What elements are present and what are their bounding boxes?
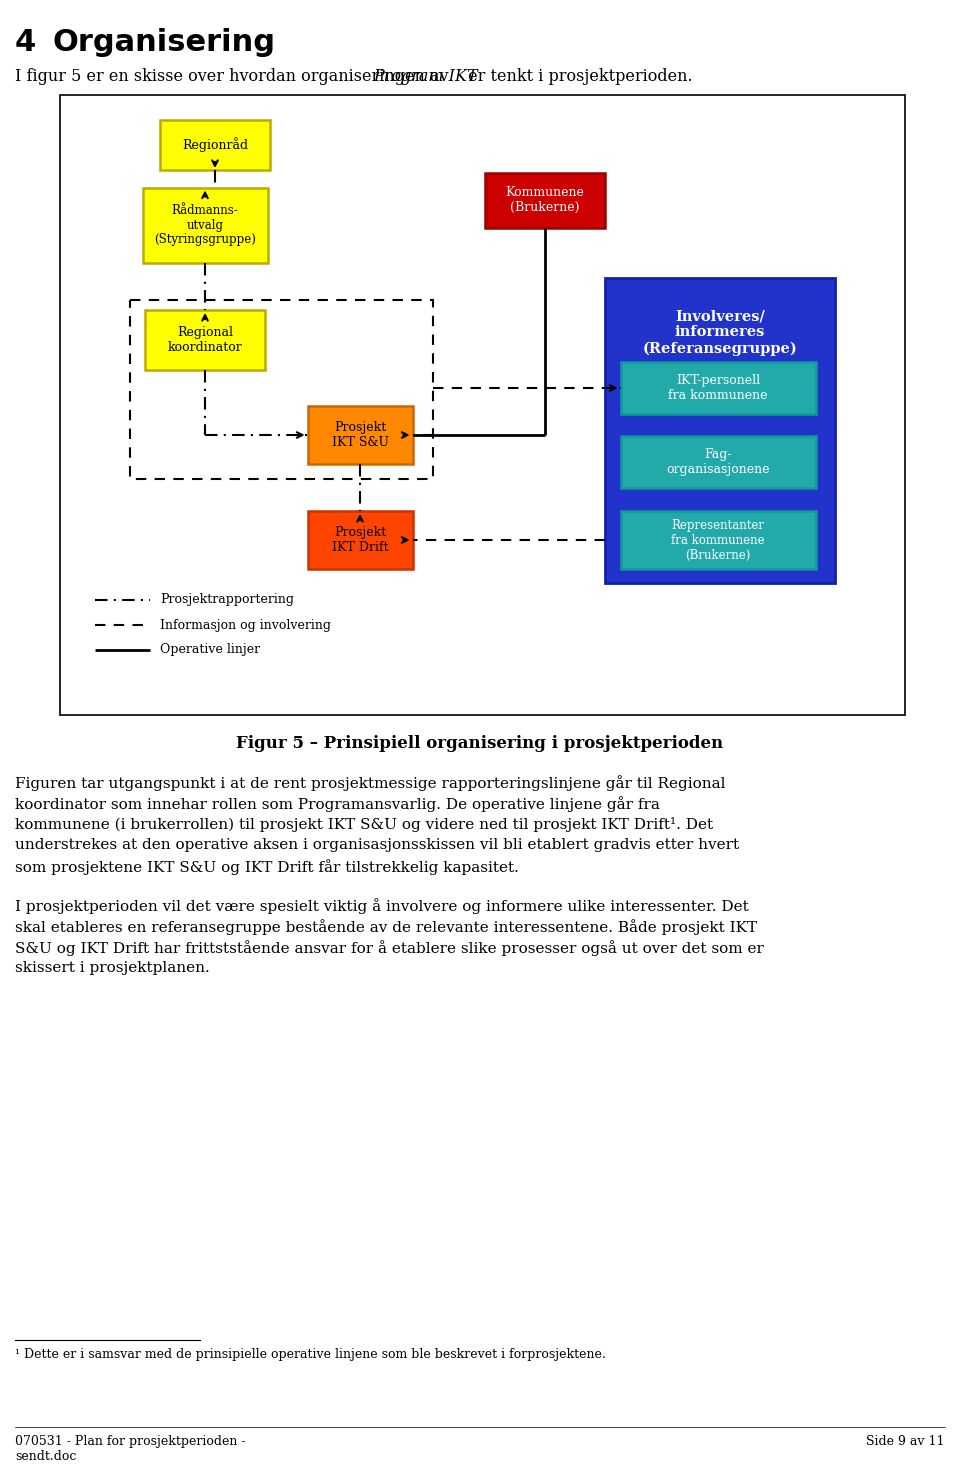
- Bar: [307, 406, 413, 464]
- Text: ¹ Dette er i samsvar med de prinsipielle operative linjene som ble beskrevet i f: ¹ Dette er i samsvar med de prinsipielle…: [15, 1348, 606, 1362]
- Text: Informasjon og involvering: Informasjon og involvering: [160, 618, 331, 631]
- Bar: [620, 362, 815, 414]
- Text: skal etableres en referansegruppe bestående av de relevante interessentene. Både: skal etableres en referansegruppe beståe…: [15, 919, 757, 935]
- Text: Rådmanns-
utvalg
(Styringsgruppe): Rådmanns- utvalg (Styringsgruppe): [154, 203, 256, 246]
- Text: Side 9 av 11: Side 9 av 11: [867, 1435, 945, 1448]
- Text: er tenkt i prosjektperioden.: er tenkt i prosjektperioden.: [463, 68, 692, 85]
- Text: Figur 5 – Prinsipiell organisering i prosjektperioden: Figur 5 – Prinsipiell organisering i pro…: [236, 735, 724, 752]
- Text: Kommunene
(Brukerne): Kommunene (Brukerne): [506, 185, 585, 213]
- Text: Prosjekt
IKT S&U: Prosjekt IKT S&U: [331, 421, 389, 449]
- Text: Figuren tar utgangspunkt i at de rent prosjektmessige rapporteringslinjene går t: Figuren tar utgangspunkt i at de rent pr…: [15, 774, 726, 790]
- Bar: [307, 511, 413, 570]
- Bar: [160, 121, 270, 169]
- Text: Prosjektrapportering: Prosjektrapportering: [160, 593, 294, 606]
- Text: Fag-
organisasjonene: Fag- organisasjonene: [666, 447, 770, 475]
- Text: understrekes at den operative aksen i organisasjonsskissen vil bli etablert grad: understrekes at den operative aksen i or…: [15, 838, 739, 852]
- Text: I prosjektperioden vil det være spesielt viktig å involvere og informere ulike i: I prosjektperioden vil det være spesielt…: [15, 898, 749, 914]
- Text: kommunene (i brukerrollen) til prosjekt IKT S&U og videre ned til prosjekt IKT D: kommunene (i brukerrollen) til prosjekt …: [15, 817, 713, 832]
- Text: som prosjektene IKT S&U og IKT Drift får tilstrekkelig kapasitet.: som prosjektene IKT S&U og IKT Drift får…: [15, 860, 518, 874]
- Bar: [605, 278, 835, 583]
- Bar: [60, 96, 905, 715]
- Bar: [145, 311, 265, 369]
- Text: Prosjekt
IKT Drift: Prosjekt IKT Drift: [332, 526, 388, 553]
- Text: Involveres/
informeres
(Referansegruppe): Involveres/ informeres (Referansegruppe): [642, 309, 798, 356]
- Text: 070531 - Plan for prosjektperioden -
sendt.doc: 070531 - Plan for prosjektperioden - sen…: [15, 1435, 246, 1463]
- Text: Regional
koordinator: Regional koordinator: [168, 325, 242, 353]
- Text: Organisering: Organisering: [52, 28, 275, 57]
- Bar: [485, 172, 605, 228]
- Bar: [620, 511, 815, 570]
- Bar: [130, 300, 433, 478]
- Text: 4: 4: [15, 28, 36, 57]
- Text: koordinator som innehar rollen som Programansvarlig. De operative linjene går fr: koordinator som innehar rollen som Progr…: [15, 796, 660, 813]
- Text: IKT-personell
fra kommunene: IKT-personell fra kommunene: [668, 374, 768, 402]
- Text: I figur 5 er en skisse over hvordan organiseringen av: I figur 5 er en skisse over hvordan orga…: [15, 68, 454, 85]
- Bar: [142, 187, 268, 262]
- Text: Representanter
fra kommunene
(Brukerne): Representanter fra kommunene (Brukerne): [671, 518, 765, 561]
- Text: Operative linjer: Operative linjer: [160, 643, 260, 657]
- Text: Regionråd: Regionråd: [182, 137, 248, 153]
- Text: Program IKT: Program IKT: [373, 68, 478, 85]
- Bar: [620, 436, 815, 489]
- Text: S&U og IKT Drift har frittststående ansvar for å etablere slike prosesser også u: S&U og IKT Drift har frittststående ansv…: [15, 941, 764, 955]
- Text: skissert i prosjektplanen.: skissert i prosjektplanen.: [15, 961, 209, 974]
